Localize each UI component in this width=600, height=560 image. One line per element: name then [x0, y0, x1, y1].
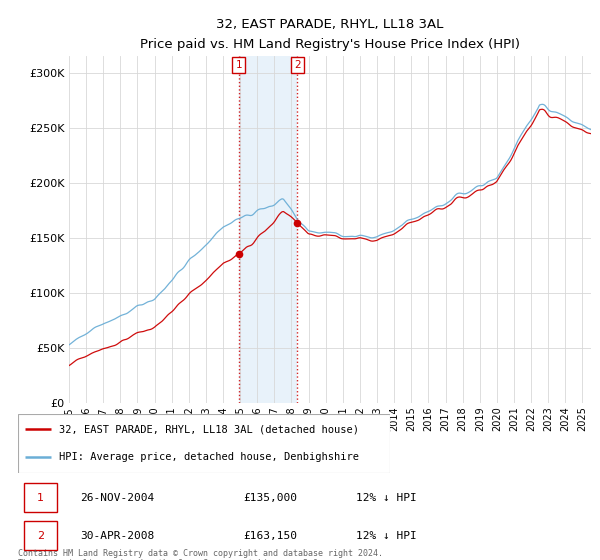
FancyBboxPatch shape [23, 521, 58, 550]
Text: 2: 2 [37, 531, 44, 541]
Text: 32, EAST PARADE, RHYL, LL18 3AL (detached house): 32, EAST PARADE, RHYL, LL18 3AL (detache… [59, 424, 359, 434]
Text: 30-APR-2008: 30-APR-2008 [80, 531, 154, 541]
Text: 2: 2 [294, 60, 301, 70]
Title: 32, EAST PARADE, RHYL, LL18 3AL
Price paid vs. HM Land Registry's House Price In: 32, EAST PARADE, RHYL, LL18 3AL Price pa… [140, 18, 520, 50]
Text: 12% ↓ HPI: 12% ↓ HPI [356, 492, 417, 502]
Text: HPI: Average price, detached house, Denbighshire: HPI: Average price, detached house, Denb… [59, 452, 359, 462]
Text: 12% ↓ HPI: 12% ↓ HPI [356, 531, 417, 541]
Text: £135,000: £135,000 [244, 492, 298, 502]
Text: 1: 1 [235, 60, 242, 70]
Text: Contains HM Land Registry data © Crown copyright and database right 2024.
This d: Contains HM Land Registry data © Crown c… [18, 549, 383, 560]
Text: 26-NOV-2004: 26-NOV-2004 [80, 492, 154, 502]
FancyBboxPatch shape [18, 414, 390, 473]
Text: £163,150: £163,150 [244, 531, 298, 541]
Text: 1: 1 [37, 492, 44, 502]
Bar [239, 56, 297, 403]
FancyBboxPatch shape [23, 483, 58, 512]
